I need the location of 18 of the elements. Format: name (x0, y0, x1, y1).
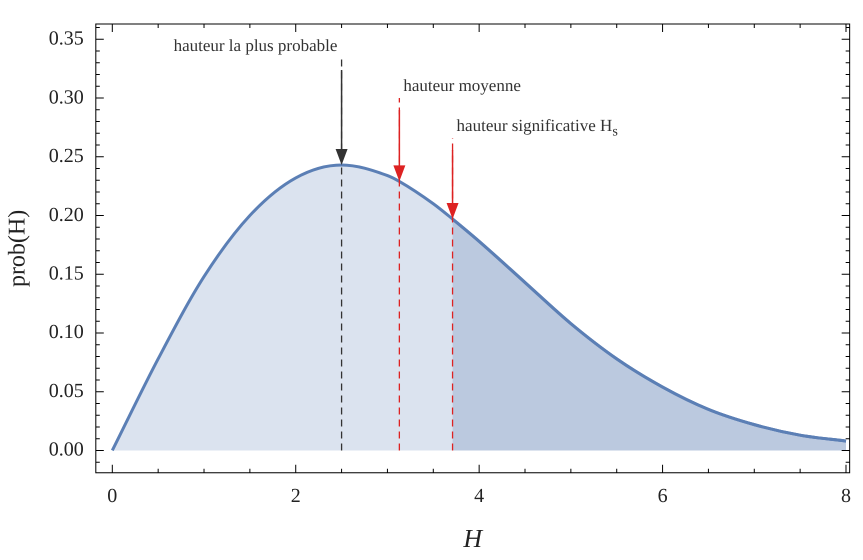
y-tick-label: 0.20 (48, 204, 84, 226)
x-tick-label: 0 (107, 485, 118, 508)
x-tick-label: 6 (658, 485, 668, 508)
y-tick-label: 0.30 (48, 86, 84, 108)
y-tick-label: 0.25 (48, 145, 84, 168)
ref-line-label: hauteur moyenne (403, 76, 521, 96)
y-tick-label: 0.00 (48, 438, 84, 461)
x-tick-label: 2 (290, 485, 301, 508)
ref-line-label: hauteur significative H$_{s}$ (456, 116, 618, 140)
ref-line-label: hauteur la plus probable (174, 36, 338, 56)
y-tick-label: 0.10 (48, 321, 84, 344)
x-tick-label: 4 (474, 485, 484, 508)
x-tick-label: 8 (840, 485, 851, 508)
y-tick-label: 0.35 (48, 28, 84, 50)
y-tick-label: 0.15 (48, 262, 84, 284)
y-tick-label: 0.05 (48, 380, 84, 402)
y-axis-title: prob(H) (4, 210, 31, 288)
x-axis-title: H (462, 524, 484, 554)
